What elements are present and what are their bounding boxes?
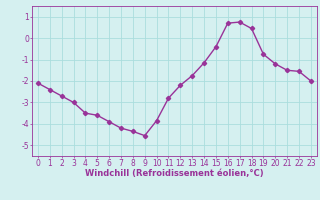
X-axis label: Windchill (Refroidissement éolien,°C): Windchill (Refroidissement éolien,°C) — [85, 169, 264, 178]
